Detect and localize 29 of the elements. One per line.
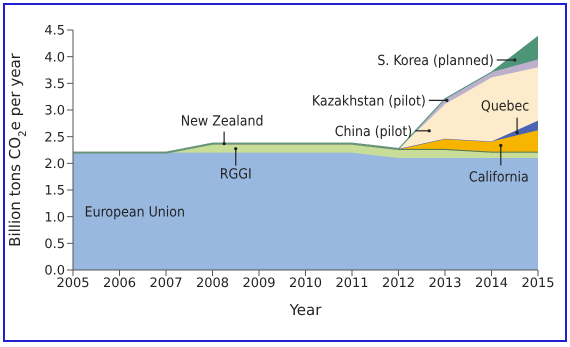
x-tick-label: 2014 <box>474 276 508 292</box>
y-tick-label: 4.0 <box>44 50 65 66</box>
series-label: California <box>468 169 529 186</box>
y-tick-label: 3.5 <box>44 76 65 92</box>
x-axis-title: Year <box>288 301 322 319</box>
y-tick-label: 3.0 <box>44 104 65 119</box>
series-label: Quebec <box>480 98 530 115</box>
x-tick-label: 2008 <box>196 276 230 292</box>
series-label: Kazakhstan (pilot) <box>312 93 426 110</box>
y-tick-label: 0.5 <box>44 236 65 252</box>
y-tick-label: 2.5 <box>44 130 65 146</box>
y-tick-label: 4.5 <box>44 24 65 39</box>
series-label: S. Korea (planned) <box>377 53 494 69</box>
series-label: New Zealand <box>180 114 264 130</box>
y-tick-label: 1.0 <box>44 210 65 226</box>
y-tick-label: 1.5 <box>44 184 65 199</box>
x-tick-label: 2013 <box>428 276 462 292</box>
x-tick-label: 2010 <box>288 276 322 292</box>
series-label: China (pilot) <box>334 124 412 140</box>
x-tick-label: 2015 <box>521 276 555 292</box>
x-tick-label: 2006 <box>102 276 136 292</box>
x-tick-label: 2009 <box>242 276 276 292</box>
x-tick-label: 2005 <box>56 276 90 292</box>
x-tick-label: 2012 <box>382 276 416 292</box>
x-tick-label: 2007 <box>149 276 183 292</box>
series-label: European Union <box>84 204 185 220</box>
x-tick-label: 2011 <box>335 276 369 292</box>
series-label: RGGI <box>220 166 252 183</box>
y-tick-label: 2.0 <box>44 156 65 172</box>
